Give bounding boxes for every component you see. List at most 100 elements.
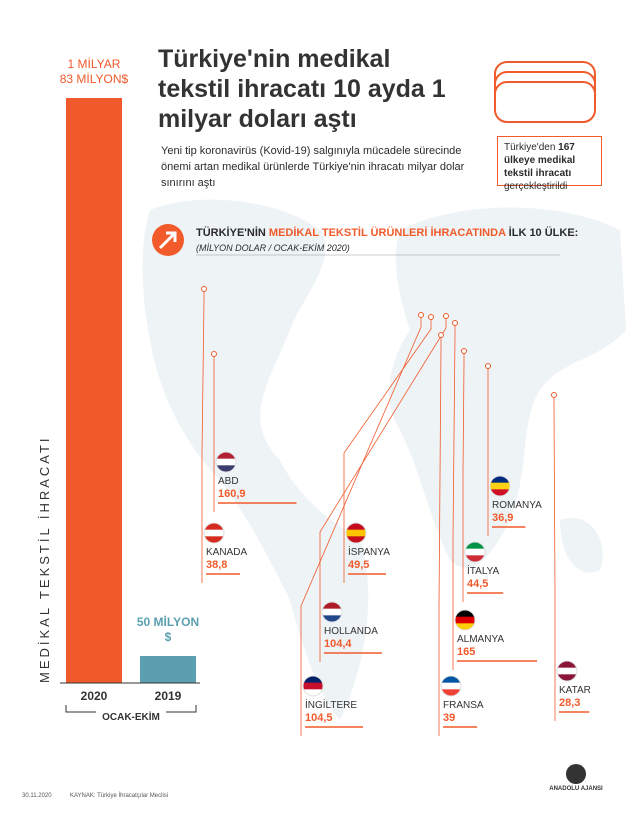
title: Türkiye'nin medikal tekstil ihracatı 10 … [158, 45, 446, 133]
flag-stripe [204, 523, 224, 531]
axis-label: MEDİKAL TEKSTİL İHRACATI [37, 435, 52, 683]
flag [215, 451, 237, 473]
flag-ring [215, 451, 237, 473]
map-point [438, 332, 444, 338]
leader-line [300, 315, 422, 736]
leader-line [319, 316, 447, 662]
flag-ring [302, 675, 324, 697]
info-box: Türkiye'den 167 ülkeye medikal tekstil i… [497, 136, 602, 192]
flag-stripe [303, 682, 323, 690]
flag-stripe [303, 689, 323, 696]
period-label: OCAK-EKİM [102, 710, 160, 723]
country-value: 104,5 [305, 712, 333, 724]
source: KAYNAK: Türkiye İhracatçılar Meclisi [70, 792, 168, 799]
country-name: KATAR [559, 685, 591, 696]
leader-line [553, 395, 556, 721]
map-point [201, 286, 207, 292]
info-highlight: 167 ülkeye medikal tekstil ihracatı [504, 142, 576, 179]
flag-stripe [346, 523, 366, 531]
country-value: 38,8 [206, 559, 227, 571]
flag-stripe [346, 536, 366, 543]
flag-stripe [490, 482, 510, 490]
leader-line [452, 323, 456, 670]
value-label: 1 MİLYAR 83 MİLYON$ [60, 57, 129, 86]
flag-ring [321, 601, 343, 623]
flag-stripe [455, 616, 475, 624]
country-value: 39 [443, 712, 455, 724]
flag-stripe [465, 555, 485, 562]
country-name: KANADA [206, 547, 247, 558]
logo-icon [494, 61, 596, 123]
section-heading: TÜRKİYE'NİN MEDİKAL TEKSTİL ÜRÜNLERİ İHR… [196, 227, 578, 239]
country-value: 104,4 [324, 638, 352, 650]
flag-stripe [322, 608, 342, 616]
flag-stripe [322, 602, 342, 610]
period-bg [96, 709, 166, 723]
map-point [428, 314, 434, 320]
logo-text: ANADOLU AJANSI [549, 786, 603, 792]
country-name: ALMANYA [457, 634, 504, 645]
country-name: İTALYA [467, 564, 500, 577]
flag [556, 660, 578, 682]
leader-line [462, 351, 465, 602]
flag-stripe [441, 676, 461, 684]
flag [440, 675, 462, 697]
map-point [461, 348, 467, 354]
country-value: 165 [457, 646, 475, 658]
country-name: ROMANYA [492, 500, 542, 511]
leader-line [201, 289, 205, 583]
info-text: Türkiye'den [504, 142, 556, 153]
country-name: İNGİLTERE [305, 698, 357, 711]
flag [454, 609, 476, 631]
country-name: ABD [218, 476, 239, 487]
flag-stripe [465, 542, 485, 550]
category-label: 2020 [81, 689, 108, 703]
flag [302, 675, 324, 697]
map-point [452, 320, 458, 326]
flag-stripe [557, 674, 577, 681]
flag-stripe [441, 689, 461, 696]
logo-mark [566, 764, 586, 784]
date: 30.11.2020 [22, 793, 52, 799]
heading-text: İLK 10 ÜLKE: [505, 227, 579, 239]
flag-stripe [441, 682, 461, 690]
country-value: 36,9 [492, 512, 513, 524]
flag-stripe [557, 667, 577, 675]
subtitle: Yeni tip koronavirüs (Kovid-19) salgınıy… [161, 145, 465, 189]
category-label: 2019 [155, 689, 182, 703]
flag-ring [345, 522, 367, 544]
flag-stripe [455, 610, 475, 618]
heading-highlight: MEDİKAL TEKSTİL ÜRÜNLERİ İHRACATINDA [268, 227, 506, 239]
bar [66, 98, 122, 683]
bar [140, 655, 196, 683]
flag-stripe [204, 529, 224, 537]
value-label: 50 MİLYON $ [137, 614, 199, 644]
flag-ring [454, 609, 476, 631]
flag-ring [464, 541, 486, 563]
flag [321, 601, 343, 623]
country-value: 44,5 [467, 578, 488, 590]
flag-ring [489, 475, 511, 497]
heading-text: TÜRKİYE'NİN [196, 227, 269, 239]
arrow-icon [152, 224, 184, 256]
map-point [551, 392, 557, 398]
flag-stripe [322, 615, 342, 622]
flag-stripe [216, 458, 236, 466]
country-value: 49,5 [348, 559, 369, 571]
flag-stripe [557, 661, 577, 669]
flag [345, 522, 367, 544]
flag-ring [556, 660, 578, 682]
country-name: HOLLANDA [324, 626, 378, 637]
unit-note: (MİLYON DOLAR / OCAK-EKİM 2020) [196, 243, 350, 253]
country-name: FRANSA [443, 700, 484, 711]
flag [489, 475, 511, 497]
flag-stripe [216, 452, 236, 460]
flag-stripe [455, 623, 475, 630]
flag-stripe [465, 548, 485, 556]
info-text: gerçekleştirildi [504, 181, 568, 192]
country-value: 28,3 [559, 697, 580, 709]
leader-line [343, 317, 432, 583]
flag-stripe [216, 465, 236, 472]
